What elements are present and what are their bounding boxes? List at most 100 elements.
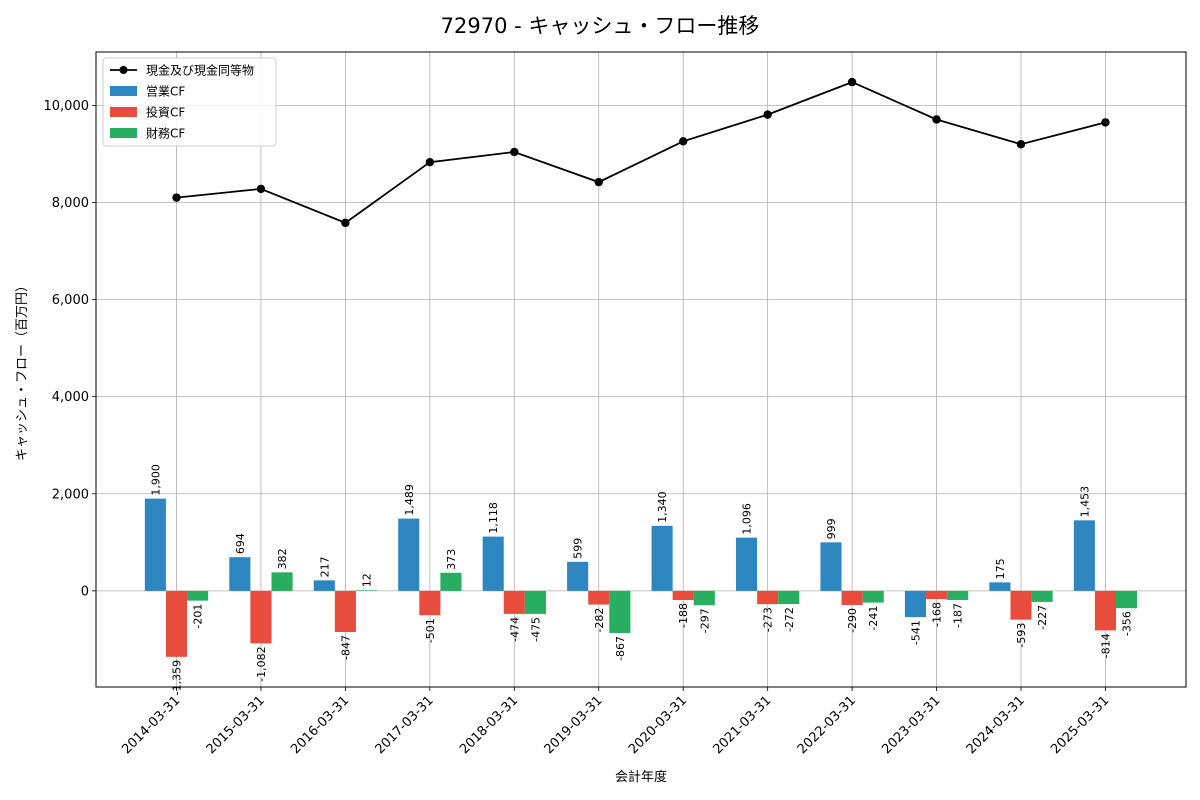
bar xyxy=(187,590,209,601)
bar-value-label: -168 xyxy=(931,602,944,627)
y-tick-label: 8,000 xyxy=(52,196,89,211)
bar xyxy=(609,590,631,633)
bar xyxy=(482,536,504,591)
cash-point xyxy=(1101,118,1110,127)
grid-lines xyxy=(96,52,1186,687)
bar-value-label: 382 xyxy=(276,548,289,569)
cash-point xyxy=(679,137,688,146)
legend-box xyxy=(102,57,277,147)
bar-value-label: 1,900 xyxy=(149,464,162,496)
cash-point xyxy=(932,115,941,124)
bar-value-label: -272 xyxy=(783,607,796,632)
bar xyxy=(567,561,589,591)
cash-point xyxy=(594,177,603,187)
plot-frame xyxy=(95,51,1187,688)
bar xyxy=(1073,520,1095,591)
cash-point xyxy=(510,147,519,157)
x-tick-label: 2015-03-31 xyxy=(204,693,268,757)
x-tick-label: 2020-03-31 xyxy=(626,693,690,757)
bar-value-label: -474 xyxy=(508,617,521,642)
bar xyxy=(947,590,969,600)
bar-value-label: -241 xyxy=(867,606,880,631)
bar xyxy=(926,590,948,600)
cash-point xyxy=(763,110,772,119)
bar xyxy=(313,580,335,591)
bar xyxy=(1094,590,1116,631)
y-tick-label: 4,000 xyxy=(52,390,89,405)
bar-value-label: -867 xyxy=(614,636,627,661)
x-tick-label: 2024-03-31 xyxy=(964,693,1028,757)
y-tick-label: 0 xyxy=(81,584,89,599)
legend-swatch xyxy=(110,107,137,117)
x-axis-label: 会計年度 xyxy=(615,769,667,785)
bar-value-label: -475 xyxy=(529,617,542,642)
bar xyxy=(989,582,1011,591)
legend-swatch xyxy=(110,128,137,138)
cash-point xyxy=(256,184,266,194)
bar xyxy=(588,590,610,605)
bar xyxy=(1010,590,1032,620)
bar-value-label: -814 xyxy=(1099,633,1112,658)
bar-value-label: -541 xyxy=(909,620,922,645)
bar xyxy=(1116,590,1138,609)
bar xyxy=(736,537,758,591)
bar-value-label: 373 xyxy=(445,549,458,570)
bars-group xyxy=(144,498,1138,657)
x-tick-label: 2014-03-31 xyxy=(119,693,183,757)
bar xyxy=(229,557,251,591)
legend-swatch xyxy=(110,86,137,96)
x-tick-label: 2023-03-31 xyxy=(879,693,943,757)
bar-value-label: 175 xyxy=(994,558,1007,579)
bar xyxy=(334,590,356,632)
bar xyxy=(757,590,779,605)
bar-value-label: 12 xyxy=(361,573,374,587)
legend-label: 現金及び現金同等物 xyxy=(146,63,254,78)
bar-value-label: 999 xyxy=(825,518,838,539)
bar-value-label: 694 xyxy=(234,533,247,554)
legend-line-marker xyxy=(119,66,128,74)
bar xyxy=(440,572,462,591)
y-tick-label: 10,000 xyxy=(44,99,90,114)
cash-point xyxy=(425,158,435,167)
bar-value-label: -356 xyxy=(1121,611,1134,636)
bar-value-label: -593 xyxy=(1015,623,1028,648)
bar xyxy=(820,542,842,591)
legend-label: 営業CF xyxy=(146,85,185,99)
bar xyxy=(419,590,441,616)
bar xyxy=(1031,590,1053,602)
bar-value-label: -1,359 xyxy=(171,660,184,695)
y-axis-label: キャッシュ・フロー（百万円） xyxy=(15,279,30,461)
x-tick-label: 2016-03-31 xyxy=(288,693,352,757)
cash-line-group xyxy=(172,77,1110,228)
bar-value-label: -282 xyxy=(593,608,606,633)
cash-point xyxy=(172,193,181,202)
bar xyxy=(503,590,525,614)
cash-point xyxy=(847,77,857,87)
bar xyxy=(144,498,166,591)
bar xyxy=(250,590,272,644)
bar-value-label: 1,453 xyxy=(1078,486,1091,518)
bar-value-label: -501 xyxy=(424,618,437,643)
bar-labels-group: 1,900 694 217 1,489 1,118 599 1,340 1,096 999 -54… xyxy=(149,464,1133,695)
chart-title: 72970 - キャッシュ・フロー推移 xyxy=(441,14,760,38)
cash-line xyxy=(176,81,1106,224)
bar-value-label: -847 xyxy=(339,635,352,660)
bar-value-label: -187 xyxy=(952,603,965,628)
bar-value-label: 1,489 xyxy=(403,484,416,516)
legend-label: 財務CF xyxy=(146,126,185,141)
bar xyxy=(355,590,378,591)
bar xyxy=(693,590,715,606)
bar-value-label: -188 xyxy=(677,603,690,628)
bar-value-label: -227 xyxy=(1036,605,1049,630)
bar xyxy=(904,590,926,618)
x-axis: 2014-03-31 2015-03-31 2016-03-31 2017-03-31… xyxy=(119,687,1112,757)
bar xyxy=(778,590,800,605)
x-tick-label: 2019-03-31 xyxy=(542,693,606,757)
x-tick-label: 2025-03-31 xyxy=(1048,693,1112,757)
x-tick-label: 2017-03-31 xyxy=(373,693,437,757)
bar xyxy=(651,525,673,591)
y-axis: 0 2,000 4,000 6,000 8,000 10,000 xyxy=(44,99,96,599)
bar xyxy=(165,590,188,657)
